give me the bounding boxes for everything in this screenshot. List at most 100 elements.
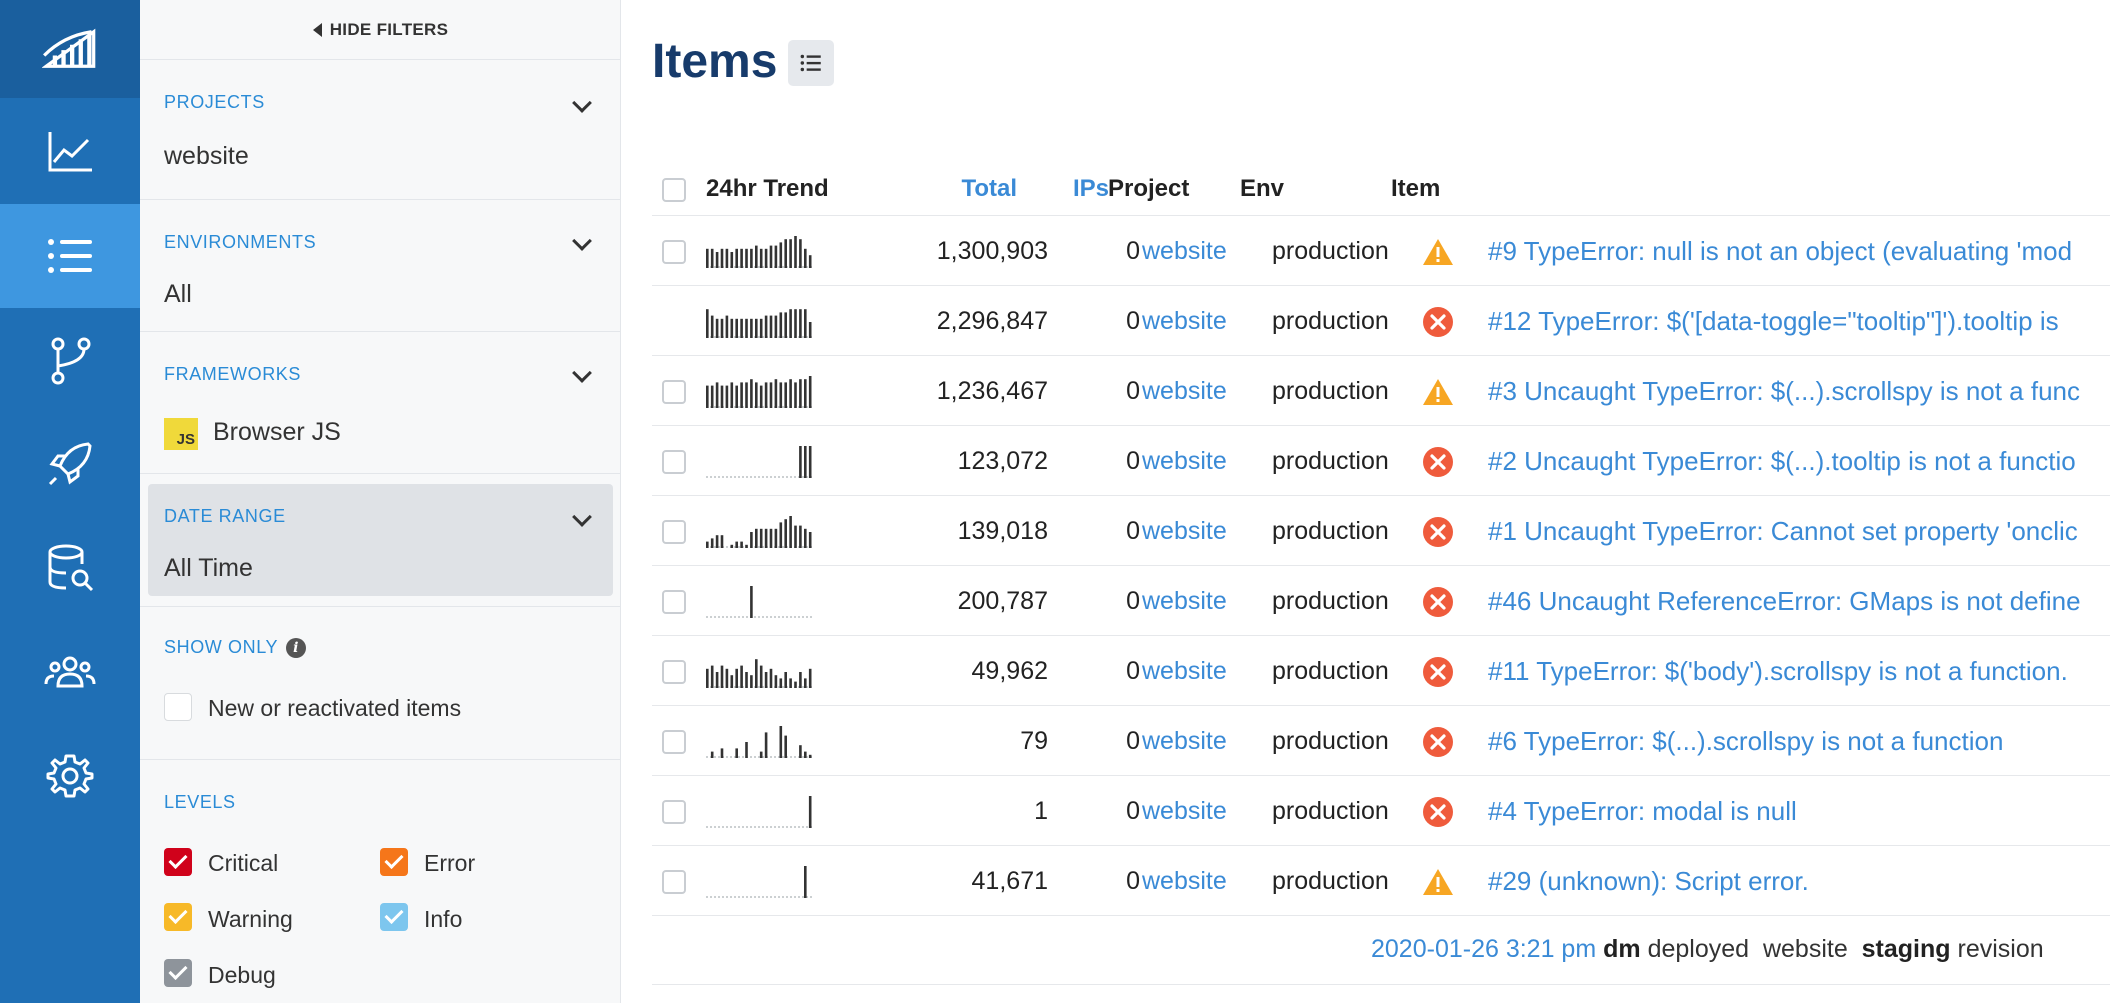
trend-bar	[706, 668, 709, 688]
chevron-down-icon[interactable]	[572, 93, 592, 113]
column-trend: 24hr Trend	[706, 175, 829, 202]
table-row[interactable]: 139,018 0 website production #1 Uncaught Typ…	[652, 496, 2110, 566]
new-reactivated-checkbox[interactable]	[164, 693, 192, 721]
project-link[interactable]: website	[1142, 237, 1227, 265]
table-row[interactable]: 200,787 0 website production #46 Uncaught Re…	[652, 566, 2110, 636]
info-checkbox[interactable]	[380, 903, 408, 931]
table-row[interactable]: 123,072 0 website production #2 Uncaught Typ…	[652, 426, 2110, 496]
nav-people[interactable]	[0, 620, 140, 724]
logo-icon	[42, 28, 96, 68]
table-row[interactable]: 1 0 website production #4 TypeError: modal i…	[652, 776, 2110, 846]
trend-bar	[759, 318, 763, 338]
total-count: 1	[1034, 797, 1048, 825]
trend-bar	[764, 672, 768, 688]
item-title-link[interactable]: #46 Uncaught ReferenceError: GMaps is no…	[1488, 586, 2081, 616]
trend-bar	[794, 525, 797, 548]
deploy-timestamp[interactable]: 2020-01-26 3:21 pm	[1371, 935, 1597, 963]
nav-deploys[interactable]	[0, 412, 140, 516]
project-link[interactable]: website	[1142, 307, 1227, 335]
row-checkbox[interactable]	[662, 240, 686, 264]
projects-filter[interactable]: PROJECTS website	[140, 60, 621, 200]
nav-items[interactable]	[0, 204, 140, 308]
table-row[interactable]: 2,296,847 0 website production #12 TypeError…	[652, 286, 2110, 356]
item-title-link[interactable]: #3 Uncaught TypeError: $(...).scrollspy …	[1488, 376, 2081, 406]
header-divider	[652, 215, 2110, 216]
trend-bar	[759, 528, 763, 548]
chevron-down-icon[interactable]	[572, 231, 592, 251]
row-checkbox[interactable]	[662, 590, 686, 614]
item-title-link[interactable]: #12 TypeError: $('[data-toggle="tooltip"…	[1488, 306, 2059, 336]
row-checkbox[interactable]	[662, 870, 686, 894]
environment-value: production	[1272, 797, 1389, 825]
table-row[interactable]: 49,962 0 website production #11 TypeError: $…	[652, 636, 2110, 706]
item-title-link[interactable]: #2 Uncaught TypeError: $(...).tooltip is…	[1488, 446, 2076, 476]
item-title-link[interactable]: #11 TypeError: $('body').scrollspy is no…	[1488, 656, 2068, 686]
row-checkbox[interactable]	[662, 450, 686, 474]
nav-versions[interactable]	[0, 308, 140, 412]
trend-sparkline	[706, 586, 814, 618]
trend-bar	[784, 672, 787, 688]
table-row[interactable]: 1,236,467 0 website production #3 Uncaught T…	[652, 356, 2110, 426]
view-toggle-button[interactable]	[788, 40, 834, 86]
error-checkbox[interactable]	[380, 848, 408, 876]
nav-settings[interactable]	[0, 724, 140, 828]
critical-checkbox[interactable]	[164, 848, 192, 876]
project-link[interactable]: website	[1142, 377, 1227, 405]
item-title-link[interactable]: #1 Uncaught TypeError: Cannot set proper…	[1488, 516, 2078, 546]
column-ips[interactable]: IPs	[1072, 175, 1109, 202]
trend-bar	[808, 376, 812, 408]
trend-sparkline	[706, 309, 814, 338]
trend-bar	[774, 379, 778, 408]
row-checkbox[interactable]	[662, 520, 686, 544]
warning-label: Warning	[208, 906, 293, 932]
nav-rql[interactable]	[0, 516, 140, 620]
frameworks-filter[interactable]: FRAMEWORKS JS Browser JS	[140, 332, 621, 474]
table-row[interactable]: 41,671 0 website production #29 (unknown): S…	[652, 846, 2110, 916]
row-checkbox[interactable]	[662, 380, 686, 404]
trend-bar	[769, 528, 773, 548]
info-icon[interactable]: i	[286, 638, 307, 659]
error-icon	[1423, 517, 1453, 547]
table-row[interactable]: 79 0 website production #6 TypeError: $(...)…	[652, 706, 2110, 776]
column-total[interactable]: Total	[961, 175, 1017, 202]
project-link[interactable]: website	[1142, 447, 1227, 475]
project-link[interactable]: website	[1142, 797, 1227, 825]
trend-bar	[789, 516, 792, 548]
frameworks-value: Browser JS	[213, 418, 341, 446]
row-checkbox[interactable]	[662, 800, 686, 824]
nav-dashboard[interactable]	[0, 100, 140, 204]
hide-filters-button[interactable]: HIDE FILTERS	[140, 0, 621, 60]
chevron-down-icon[interactable]	[572, 363, 592, 383]
table-row[interactable]: 1,300,903 0 website production #9 TypeError:…	[652, 216, 2110, 286]
trend-bar	[740, 541, 743, 548]
project-link[interactable]: website	[1142, 657, 1227, 685]
ip-count: 0	[1126, 657, 1140, 685]
item-title-link[interactable]: #9 TypeError: null is not an object (eva…	[1488, 236, 2073, 266]
item-title-link[interactable]: #4 TypeError: modal is null	[1488, 796, 1797, 826]
row-checkbox[interactable]	[662, 660, 686, 684]
item-title-link[interactable]: #6 TypeError: $(...).scrollspy is not a …	[1488, 726, 2004, 756]
trend-bar	[804, 678, 807, 688]
trend-bar	[769, 315, 773, 338]
trend-bar	[799, 446, 802, 478]
project-link[interactable]: website	[1142, 727, 1227, 755]
trend-bar	[779, 522, 783, 548]
project-link[interactable]: website	[1142, 587, 1227, 615]
project-link[interactable]: website	[1142, 867, 1227, 895]
chevron-down-icon[interactable]	[572, 507, 592, 527]
trend-bar	[710, 665, 714, 688]
environments-filter[interactable]: ENVIRONMENTS All	[140, 200, 621, 332]
trend-bar	[730, 544, 734, 548]
warning-checkbox[interactable]	[164, 903, 192, 931]
trend-bar	[755, 659, 758, 688]
row-checkbox[interactable]	[662, 730, 686, 754]
project-link[interactable]: website	[1142, 517, 1227, 545]
debug-checkbox[interactable]	[164, 959, 192, 987]
rollbar-logo[interactable]	[0, 0, 140, 98]
trend-bar	[799, 379, 802, 408]
environment-value: production	[1272, 237, 1389, 265]
trend-sparkline	[706, 236, 814, 268]
date-range-filter[interactable]: DATE RANGE All Time	[148, 484, 613, 596]
item-title-link[interactable]: #29 (unknown): Script error.	[1488, 866, 1809, 896]
select-all-checkbox[interactable]	[662, 178, 686, 202]
